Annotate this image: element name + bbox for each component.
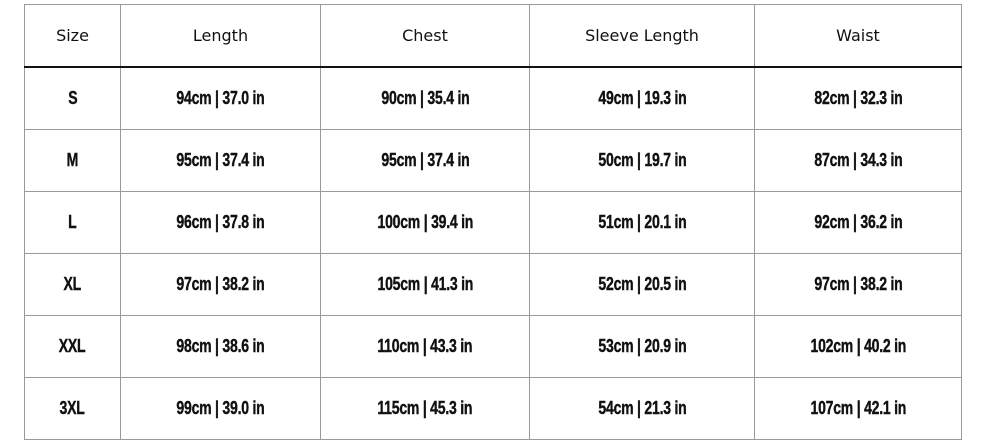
cell-chest: 95cm | 37.4 in	[320, 129, 530, 192]
cell-value: M	[66, 150, 79, 170]
cell-value: 51cm | 20.1 in	[597, 212, 687, 232]
header-sleeve-length: Sleeve Length	[529, 4, 755, 68]
table-row: S 94cm | 37.0 in 90cm | 35.4 in 49cm | 19.3…	[24, 66, 962, 130]
cell-chest: 115cm | 45.3 in	[320, 377, 530, 440]
cell-size: XL	[24, 253, 121, 316]
cell-value: 82cm | 32.3 in	[813, 88, 903, 108]
cell-chest: 90cm | 35.4 in	[320, 66, 530, 130]
cell-length: 97cm | 38.2 in	[120, 253, 321, 316]
table-row: XXL 98cm | 38.6 in 110cm | 43.3 in 53cm | 2…	[24, 315, 962, 378]
cell-chest: 105cm | 41.3 in	[320, 253, 530, 316]
cell-value: 102cm | 40.2 in	[810, 336, 906, 356]
cell-value: 52cm | 20.5 in	[597, 274, 687, 294]
cell-value: 53cm | 20.9 in	[597, 336, 687, 356]
cell-value: XL	[63, 274, 82, 294]
cell-size: M	[24, 129, 121, 192]
cell-value: 115cm | 45.3 in	[377, 398, 473, 418]
cell-waist: 97cm | 38.2 in	[754, 253, 962, 316]
table-row: M 95cm | 37.4 in 95cm | 37.4 in 50cm | 19.7…	[24, 129, 962, 192]
cell-value: 50cm | 19.7 in	[597, 150, 687, 170]
header-size: Size	[24, 4, 121, 68]
cell-chest: 110cm | 43.3 in	[320, 315, 530, 378]
cell-waist: 92cm | 36.2 in	[754, 191, 962, 254]
cell-value: 97cm | 38.2 in	[176, 274, 265, 294]
cell-value: 99cm | 39.0 in	[176, 398, 265, 418]
cell-sleeve-length: 49cm | 19.3 in	[529, 66, 755, 130]
cell-sleeve-length: 50cm | 19.7 in	[529, 129, 755, 192]
cell-size: XXL	[24, 315, 121, 378]
cell-value: 100cm | 39.4 in	[377, 212, 473, 232]
cell-length: 94cm | 37.0 in	[120, 66, 321, 130]
cell-value: L	[68, 212, 77, 232]
cell-size: S	[24, 66, 121, 130]
cell-value: 94cm | 37.0 in	[176, 88, 265, 108]
cell-length: 99cm | 39.0 in	[120, 377, 321, 440]
cell-value: 87cm | 34.3 in	[813, 150, 903, 170]
header-length: Length	[120, 4, 321, 68]
cell-value: S	[67, 88, 78, 108]
header-chest: Chest	[320, 4, 530, 68]
cell-length: 95cm | 37.4 in	[120, 129, 321, 192]
table-row: XL 97cm | 38.2 in 105cm | 41.3 in 52cm | 20…	[24, 253, 962, 316]
header-row: Size Length Chest Sleeve Length Waist	[24, 4, 962, 68]
table-row: 3XL 99cm | 39.0 in 115cm | 45.3 in 54cm | 2…	[24, 377, 962, 440]
cell-value: 95cm | 37.4 in	[380, 150, 470, 170]
cell-value: 54cm | 21.3 in	[597, 398, 687, 418]
cell-value: 49cm | 19.3 in	[597, 88, 687, 108]
cell-value: 3XL	[59, 398, 86, 418]
cell-value: 107cm | 42.1 in	[810, 398, 906, 418]
cell-waist: 82cm | 32.3 in	[754, 66, 962, 130]
cell-chest: 100cm | 39.4 in	[320, 191, 530, 254]
cell-waist: 107cm | 42.1 in	[754, 377, 962, 440]
cell-sleeve-length: 51cm | 20.1 in	[529, 191, 755, 254]
cell-value: XXL	[59, 336, 86, 356]
cell-sleeve-length: 54cm | 21.3 in	[529, 377, 755, 440]
header-waist: Waist	[754, 4, 962, 68]
cell-size: L	[24, 191, 121, 254]
cell-value: 96cm | 37.8 in	[176, 212, 265, 232]
cell-length: 96cm | 37.8 in	[120, 191, 321, 254]
cell-length: 98cm | 38.6 in	[120, 315, 321, 378]
cell-value: 110cm | 43.3 in	[377, 336, 473, 356]
cell-value: 97cm | 38.2 in	[813, 274, 903, 294]
cell-sleeve-length: 53cm | 20.9 in	[529, 315, 755, 378]
cell-value: 105cm | 41.3 in	[377, 274, 473, 294]
cell-sleeve-length: 52cm | 20.5 in	[529, 253, 755, 316]
cell-waist: 87cm | 34.3 in	[754, 129, 962, 192]
table-row: L 96cm | 37.8 in 100cm | 39.4 in 51cm | 20.…	[24, 191, 962, 254]
cell-value: 98cm | 38.6 in	[176, 336, 265, 356]
cell-value: 92cm | 36.2 in	[813, 212, 903, 232]
cell-size: 3XL	[24, 377, 121, 440]
cell-value: 90cm | 35.4 in	[380, 88, 470, 108]
size-chart-table: Size Length Chest Sleeve Length Waist S 9…	[24, 4, 962, 440]
cell-waist: 102cm | 40.2 in	[754, 315, 962, 378]
cell-value: 95cm | 37.4 in	[176, 150, 265, 170]
